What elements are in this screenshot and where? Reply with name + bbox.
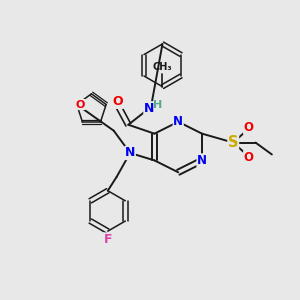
Text: F: F <box>103 233 112 246</box>
Text: O: O <box>244 151 254 164</box>
Text: O: O <box>244 121 254 134</box>
Text: N: N <box>144 102 154 115</box>
Text: H: H <box>153 100 162 110</box>
Text: CH₃: CH₃ <box>153 62 172 72</box>
Text: O: O <box>112 95 123 108</box>
Text: N: N <box>125 146 135 160</box>
Text: S: S <box>228 135 238 150</box>
Text: N: N <box>173 115 183 128</box>
Text: O: O <box>76 100 85 110</box>
Text: N: N <box>197 154 207 167</box>
